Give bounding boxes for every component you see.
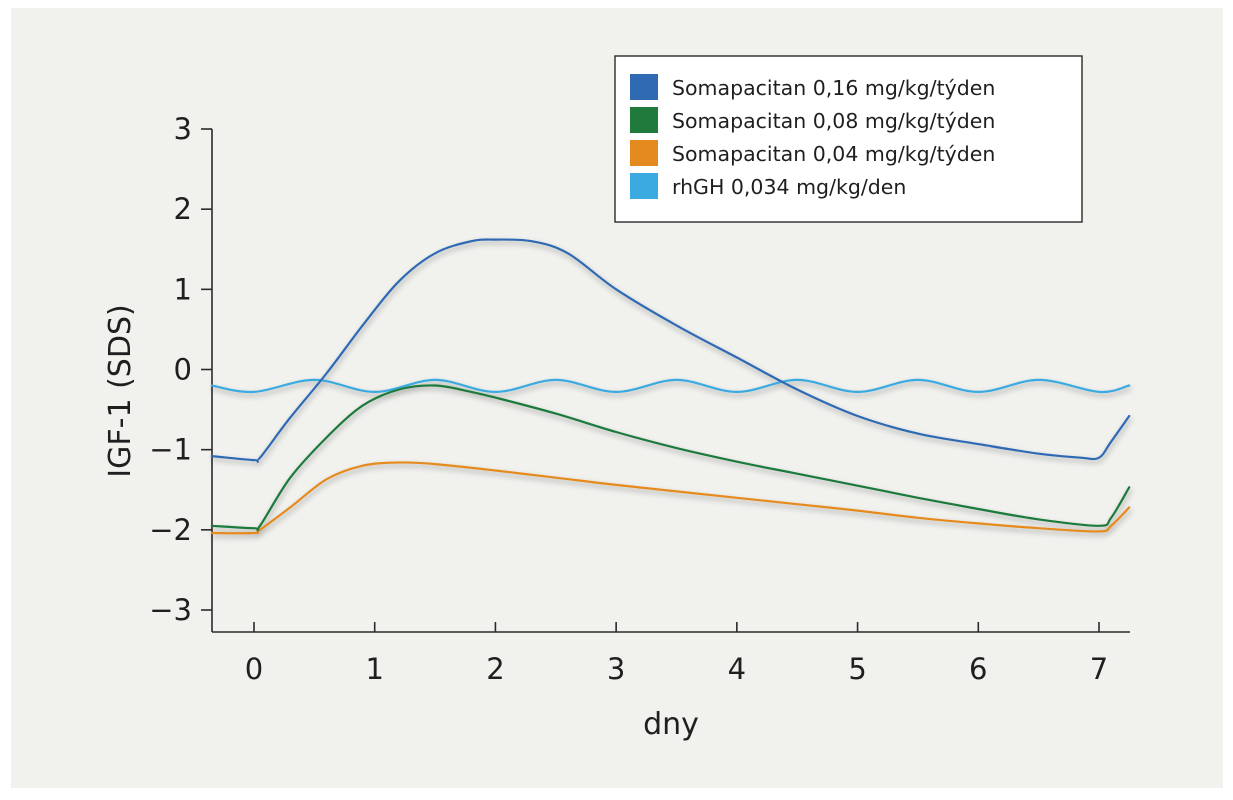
y-tick-label: 3 — [174, 112, 192, 146]
series-line-4 — [210, 378, 1131, 394]
x-tick-label: 2 — [486, 652, 504, 686]
legend-label: rhGH 0,034 mg/kg/den — [672, 175, 906, 199]
x-tick-label: 5 — [848, 652, 866, 686]
y-tick-label: −3 — [149, 593, 192, 627]
legend-label: Somapacitan 0,16 mg/kg/týden — [672, 76, 995, 100]
legend-swatch — [630, 107, 658, 133]
x-tick-label: 6 — [969, 652, 987, 686]
y-tick-label: 2 — [174, 192, 192, 226]
series-lines — [210, 238, 1131, 535]
legend-swatch — [630, 140, 658, 166]
x-axis-ticks: 0 1 2 3 4 5 6 7 — [245, 622, 1108, 686]
y-tick-label: −1 — [149, 433, 192, 467]
series-line-2 — [210, 384, 1131, 532]
x-axis-title: dny — [643, 707, 699, 742]
y-axis-title: IGF-1 (SDS) — [103, 304, 138, 477]
legend-swatch — [630, 173, 658, 199]
chart-background: 3 2 1 0 −1 −2 −3 0 1 2 3 4 5 6 7 dny IGF-1 (SDS) Soma… — [11, 8, 1223, 788]
x-tick-label: 4 — [728, 652, 746, 686]
x-tick-label: 0 — [245, 652, 263, 686]
x-tick-label: 1 — [365, 652, 383, 686]
legend-label: Somapacitan 0,04 mg/kg/týden — [672, 142, 995, 166]
legend-items: Somapacitan 0,16 mg/kg/týden Somapacitan … — [630, 74, 995, 199]
y-tick-label: 1 — [174, 272, 192, 306]
x-tick-label: 7 — [1090, 652, 1108, 686]
line-chart: 3 2 1 0 −1 −2 −3 0 1 2 3 4 5 6 7 dny IGF-1 (SDS) Soma… — [103, 55, 1131, 742]
series-line-1 — [210, 238, 1131, 463]
series-line-3 — [210, 461, 1131, 535]
x-tick-label: 3 — [607, 652, 625, 686]
y-axis-ticks: 3 2 1 0 −1 −2 −3 — [149, 112, 212, 627]
legend-label: Somapacitan 0,08 mg/kg/týden — [672, 109, 995, 133]
legend-box — [614, 55, 1083, 223]
legend: Somapacitan 0,16 mg/kg/týden Somapacitan … — [614, 55, 1083, 223]
y-tick-label: −2 — [149, 513, 192, 547]
y-tick-label: 0 — [174, 353, 192, 387]
legend-swatch — [630, 74, 658, 100]
